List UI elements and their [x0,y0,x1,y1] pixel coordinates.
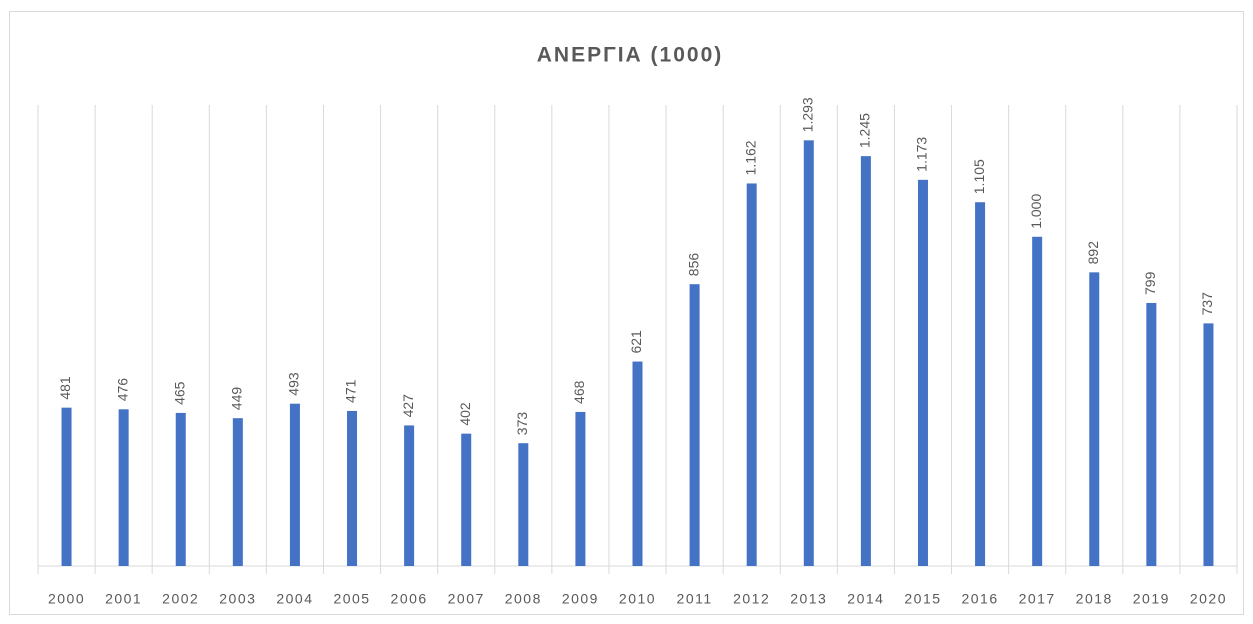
data-label: 476 [114,378,130,402]
bar [917,179,928,566]
bar [803,140,814,566]
data-label: 737 [1199,292,1215,316]
data-label: 373 [514,412,530,436]
x-tick-label: 2010 [619,591,656,607]
bar [61,407,72,566]
bar [232,418,243,566]
x-tick-label: 2016 [961,591,998,607]
bar [518,443,529,566]
data-label: 481 [57,376,73,400]
x-tick-label: 2009 [562,591,599,607]
bar [975,202,986,566]
bar [289,403,300,566]
x-tick-label: 2014 [847,591,884,607]
x-tick-label: 2020 [1190,591,1227,607]
bar [1203,323,1214,566]
x-tick-label: 2015 [904,591,941,607]
bar [404,425,415,566]
bar [575,411,586,566]
x-tick-label: 2002 [162,591,199,607]
x-tick-label: 2005 [333,591,370,607]
data-label: 402 [457,402,473,426]
data-label: 1.245 [857,113,873,148]
data-label: 1.162 [742,140,758,175]
bar [632,361,643,566]
data-label: 856 [685,253,701,277]
data-label: 465 [171,381,187,405]
x-tick-label: 2001 [105,591,142,607]
bar [689,284,700,566]
x-tick-label: 2006 [391,591,428,607]
x-tick-label: 2004 [276,591,313,607]
data-label: 449 [229,387,245,411]
data-label: 1.105 [971,159,987,194]
chart-border [9,11,1244,615]
x-tick-label: 2007 [448,591,485,607]
bar [175,412,186,566]
chart-title: ΑΝΕΡΓΙΑ (1000) [537,44,724,67]
data-label: 468 [571,380,587,404]
x-tick-label: 2011 [677,591,713,607]
bar [1032,236,1043,566]
bar [1089,272,1100,566]
bar [118,409,129,566]
data-label: 1.173 [914,137,930,172]
bar [461,433,472,566]
x-tick-label: 2012 [733,591,770,607]
x-tick-label: 2017 [1019,591,1056,607]
data-label: 1.293 [799,97,815,132]
x-tick-label: 2000 [48,591,85,607]
data-label: 621 [628,330,644,354]
x-tick-label: 2003 [219,591,256,607]
x-tick-label: 2008 [505,591,542,607]
bar [746,183,757,567]
bar [860,156,871,566]
x-tick-label: 2013 [790,591,827,607]
data-label: 493 [286,372,302,396]
bar [347,410,358,566]
x-tick-label: 2018 [1076,591,1113,607]
data-label: 799 [1142,271,1158,295]
data-label: 892 [1085,241,1101,265]
data-label: 471 [343,379,359,403]
x-tick-label: 2019 [1133,591,1170,607]
data-label: 1.000 [1028,194,1044,229]
data-label: 427 [400,394,416,418]
bar [1146,302,1157,566]
